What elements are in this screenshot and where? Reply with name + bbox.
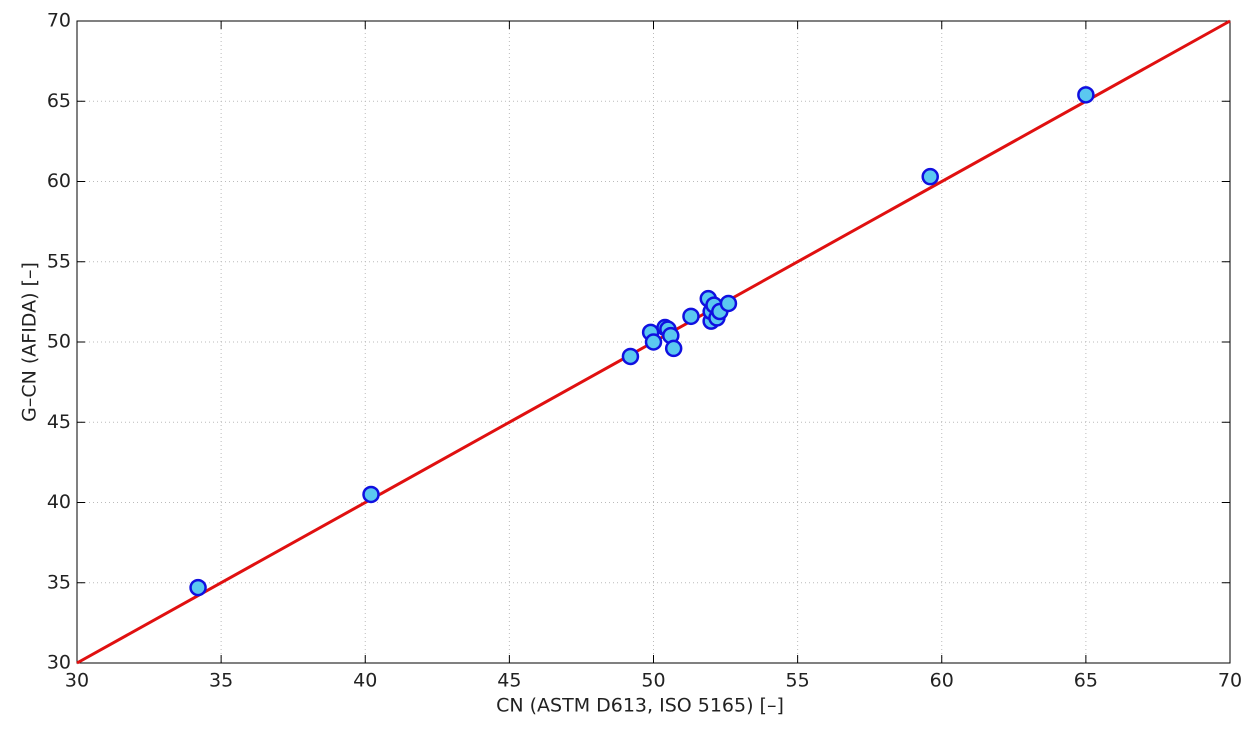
data-point [664, 339, 683, 358]
x-tick-label: 65 [1074, 670, 1098, 692]
x-tick-label: 40 [353, 670, 377, 692]
x-tick-label: 70 [1218, 670, 1242, 692]
y-tick-label: 55 [47, 250, 71, 272]
x-tick-label: 55 [786, 670, 810, 692]
data-point [644, 333, 663, 351]
x-tick-label: 30 [65, 670, 89, 692]
x-tick-label: 50 [641, 670, 665, 692]
y-tick-label: 40 [47, 491, 71, 513]
y-tick-label: 35 [47, 571, 71, 593]
y-axis-label: G–CN (AFIDA) [–] [19, 262, 41, 422]
y-tick-label: 30 [47, 652, 71, 674]
axes-box [76, 20, 1231, 664]
y-tick-label: 65 [47, 90, 71, 112]
data-point [1077, 86, 1095, 104]
y-tick-label: 45 [47, 411, 71, 433]
data-point [682, 307, 700, 326]
data-point [921, 167, 939, 186]
x-tick-label: 60 [930, 670, 954, 692]
x-tick-label: 45 [497, 670, 521, 692]
x-axis-label: CN (ASTM D613, ISO 5165) [–] [496, 695, 784, 717]
data-point [189, 578, 207, 597]
data-point [719, 294, 738, 313]
data-point [362, 485, 380, 504]
y-tick-label: 70 [47, 10, 71, 32]
y-tick-label: 60 [47, 170, 71, 192]
y-tick-label: 50 [47, 331, 71, 353]
data-point [621, 347, 640, 366]
x-tick-label: 35 [209, 670, 233, 692]
